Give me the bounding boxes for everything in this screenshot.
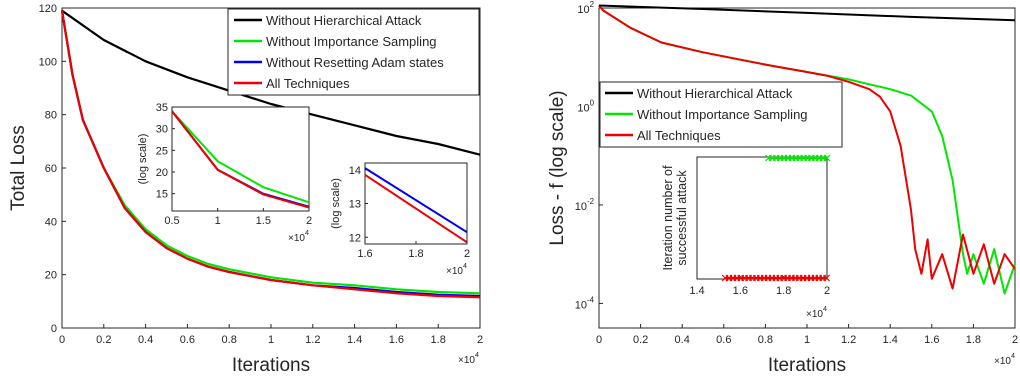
left-inset-1-plot-area (171, 106, 310, 212)
left-x-tick-label: 0 (59, 334, 65, 346)
right-inset-plot-area (696, 156, 828, 280)
left-y-tick-label: 20 (45, 270, 57, 282)
right-x-tick-label: 1.8 (966, 334, 981, 346)
right-x-tick-label: 0.8 (758, 334, 773, 346)
right-inset-green-markers (765, 154, 831, 162)
left-inset-x-tick-label: 1.5 (256, 215, 271, 227)
left-x-tick-label: 1.6 (389, 334, 404, 346)
left-inset-x-multiplier: ×104 (288, 228, 309, 244)
right-chart: 0 0.2 0.4 0.6 0.8 1 1.2 1.4 1.6 1.8 2 102 100 10-2 10-… (547, 0, 1018, 376)
right-series-line (598, 4, 1016, 22)
left-inset-y-axis-label: (log scale) (330, 178, 342, 229)
left-inset-series-line (171, 110, 310, 209)
right-inset-x-tick-label: 1.6 (733, 285, 748, 297)
left-inset-x-tick-label: 1 (215, 215, 221, 227)
left-inset-x-tick-label: 1.8 (408, 248, 423, 260)
right-x-tick-label: 1.4 (883, 334, 898, 346)
left-inset-y-tick-label: 15 (156, 189, 168, 201)
left-inset-y-tick-label: 14 (349, 165, 361, 177)
left-x-tick-label: 1.4 (347, 334, 362, 346)
left-inset-y-tick-label: 25 (156, 145, 168, 157)
left-y-tick-label: 80 (45, 110, 57, 122)
left-x-tick-label: 0.8 (222, 334, 237, 346)
left-x-tick-label: 2 (477, 334, 483, 346)
left-y-tick-label: 100 (39, 56, 57, 68)
left-inset-y-tick-label: 30 (156, 124, 168, 136)
left-x-tick-label: 0.2 (96, 334, 111, 346)
left-inset-x-tick-label: 1.6 (357, 248, 372, 260)
right-inset-red-markers (721, 274, 830, 282)
left-legend-label: Without Resetting Adam states (266, 55, 444, 70)
left-x-multiplier: ×104 (458, 350, 479, 366)
left-inset-x-tick-label: 2 (306, 215, 312, 227)
left-series-line (60, 10, 481, 299)
left-inset-y-axis-label: (log scale) (137, 134, 149, 185)
left-inset-y-tick-label: 35 (156, 102, 168, 114)
right-inset-x-tick-label: 1.8 (776, 285, 791, 297)
left-inset-series-line (171, 110, 310, 204)
left-x-tick-label: 0.4 (138, 334, 153, 346)
right-series-line (598, 4, 1016, 290)
right-inset-x-tick-label: 1.4 (689, 285, 704, 297)
right-x-axis-label: Iterations (768, 355, 846, 376)
left-y-tick-label: 0 (51, 323, 57, 335)
right-y-tick-label: 10-2 (575, 197, 594, 213)
left-y-tick-label: 40 (45, 216, 57, 228)
left-chart: 0 0.2 0.4 0.6 0.8 1 1.2 1.4 1.6 1.8 20204060801001… (8, 3, 483, 376)
right-inset-x-tick-label: 2 (824, 285, 830, 297)
x-marker (823, 274, 830, 282)
right-y-tick-label: 102 (577, 0, 594, 16)
left-x-tick-label: 1 (268, 334, 274, 346)
left-legend-label: Without Hierarchical Attack (266, 13, 422, 28)
left-legend-label: All Techniques (266, 76, 350, 91)
right-inset-y-axis-label: Iteration number ofsuccessful attack (661, 165, 689, 270)
right-legend (599, 81, 843, 148)
right-x-tick-label: 2 (1012, 334, 1018, 346)
right-x-tick-label: 0.6 (716, 334, 731, 346)
left-x-tick-label: 1.2 (305, 334, 320, 346)
left-y-axis-label: Total Loss (8, 125, 29, 211)
left-y-tick-label: 120 (39, 3, 57, 15)
left-series-line (61, 9, 481, 156)
x-marker (823, 154, 831, 162)
right-x-multiplier: ×104 (994, 351, 1015, 367)
left-inset-y-tick-label: 13 (349, 199, 361, 211)
left-legend (227, 8, 480, 96)
left-x-tick-label: 0.6 (180, 334, 195, 346)
right-y-tick-label: 10-4 (575, 295, 595, 311)
right-inset-x-multiplier: ×104 (806, 304, 827, 320)
left-y-tick-label: 60 (45, 163, 57, 175)
left-inset-series-line (364, 173, 468, 244)
right-legend-label: All Techniques (637, 128, 721, 143)
right-x-tick-label: 1.2 (841, 334, 856, 346)
right-y-tick-label: 100 (577, 98, 594, 114)
right-x-tick-label: 1 (804, 334, 810, 346)
left-inset-x-tick-label: 0.5 (164, 215, 179, 227)
right-legend-label: Without Hierarchical Attack (637, 86, 793, 101)
left-inset-x-multiplier: ×104 (446, 261, 467, 277)
left-inset-y-tick-label: 12 (349, 232, 361, 244)
left-inset-x-tick-label: 2 (464, 248, 470, 260)
right-x-tick-label: 1.6 (924, 334, 939, 346)
left-inset-series-line (364, 167, 468, 234)
left-x-tick-label: 1.8 (431, 334, 446, 346)
left-x-axis-label: Iterations (232, 355, 310, 376)
right-x-tick-label: 0.4 (675, 334, 690, 346)
left-legend-label: Without Importance Sampling (266, 34, 437, 49)
right-legend-label: Without Importance Sampling (637, 107, 808, 122)
right-y-axis-label: Loss - f (log scale) (547, 90, 568, 245)
right-x-tick-label: 0.2 (633, 334, 648, 346)
left-inset-y-tick-label: 20 (156, 167, 168, 179)
right-x-tick-label: 0 (596, 334, 602, 346)
